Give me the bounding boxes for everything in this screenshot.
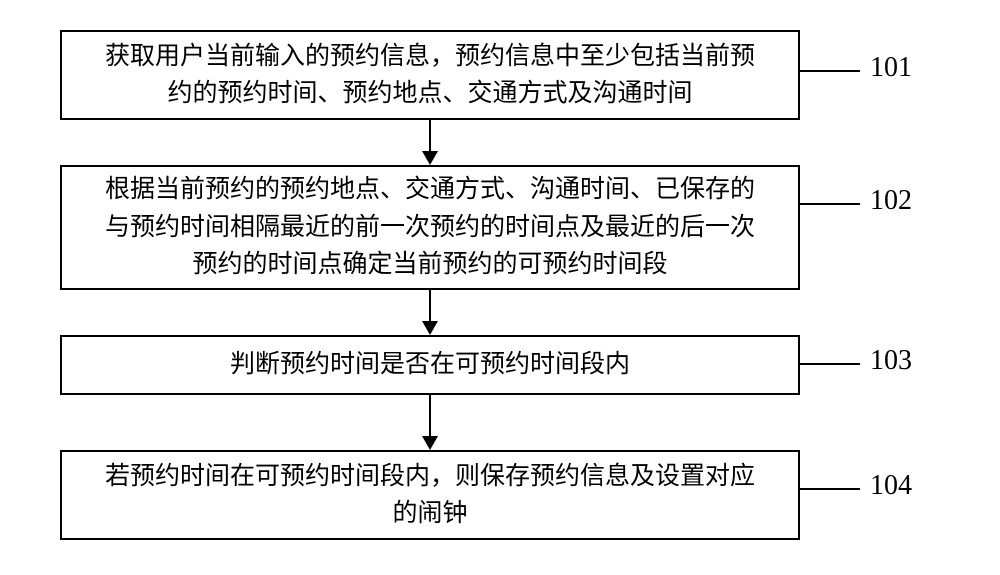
flow-node-text: 获取用户当前输入的预约信息，预约信息中至少包括当前预 约的预约时间、预约地点、交…: [105, 38, 755, 113]
arrow-line: [429, 120, 431, 153]
label-connector-tick: [800, 488, 860, 490]
label-connector-tick: [800, 363, 860, 365]
flow-node-label: 103: [870, 345, 912, 377]
label-connector-tick: [800, 70, 860, 72]
arrow-line: [429, 395, 431, 438]
flowchart-canvas: 获取用户当前输入的预约信息，预约信息中至少包括当前预 约的预约时间、预约地点、交…: [0, 0, 1000, 575]
flow-arrow: [420, 395, 440, 450]
arrow-line: [429, 290, 431, 323]
flow-node-label: 102: [870, 185, 912, 217]
flow-node-n1: 获取用户当前输入的预约信息，预约信息中至少包括当前预 约的预约时间、预约地点、交…: [60, 30, 800, 120]
arrow-head-icon: [422, 436, 438, 450]
flow-node-label: 101: [870, 52, 912, 84]
flow-node-n4: 若预约时间在可预约时间段内，则保存预约信息及设置对应 的闹钟: [60, 450, 800, 540]
label-connector-tick: [800, 203, 860, 205]
flow-node-text: 根据当前预约的预约地点、交通方式、沟通时间、已保存的 与预约时间相隔最近的前一次…: [105, 171, 755, 284]
flow-node-n2: 根据当前预约的预约地点、交通方式、沟通时间、已保存的 与预约时间相隔最近的前一次…: [60, 165, 800, 290]
flow-arrow: [420, 120, 440, 165]
flow-node-text: 若预约时间在可预约时间段内，则保存预约信息及设置对应 的闹钟: [105, 458, 755, 533]
arrow-head-icon: [422, 151, 438, 165]
flow-node-label: 104: [870, 470, 912, 502]
flow-node-n3: 判断预约时间是否在可预约时间段内: [60, 335, 800, 395]
flow-arrow: [420, 290, 440, 335]
arrow-head-icon: [422, 321, 438, 335]
flow-node-text: 判断预约时间是否在可预约时间段内: [230, 346, 630, 384]
